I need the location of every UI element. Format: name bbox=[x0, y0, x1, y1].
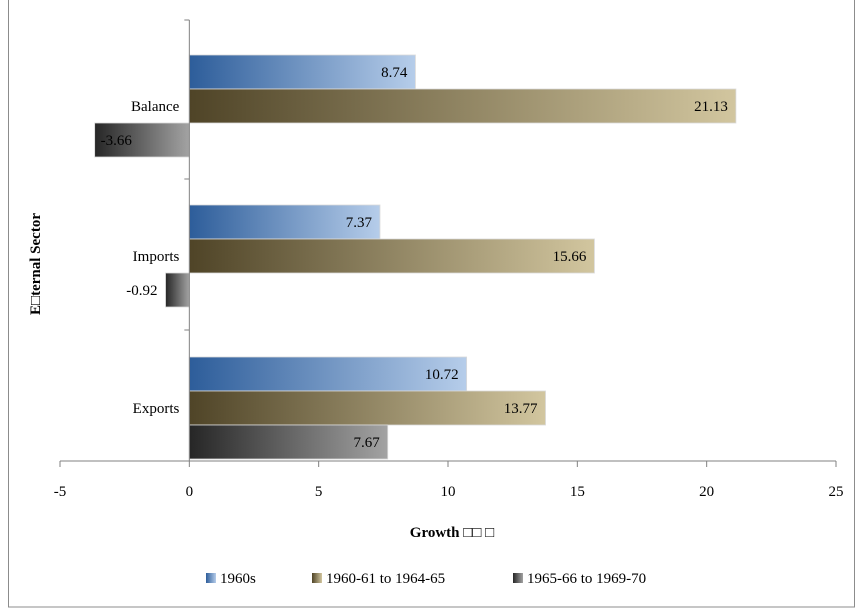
data-label: 8.74 bbox=[381, 65, 408, 81]
legend-label: 1960-61 to 1964-65 bbox=[326, 571, 445, 587]
bar-balance-series-3 bbox=[94, 122, 190, 158]
data-label: -3.66 bbox=[101, 133, 133, 149]
x-tick-label: 25 bbox=[829, 484, 844, 500]
category-label: Exports bbox=[133, 401, 180, 417]
x-tick-label: 5 bbox=[315, 484, 323, 500]
bar-exports-series-3 bbox=[188, 424, 389, 460]
y-axis-title: E□ternal Sector bbox=[28, 213, 44, 315]
data-label: 15.66 bbox=[553, 249, 587, 265]
data-label: -0.92 bbox=[126, 283, 157, 299]
category-label: Balance bbox=[131, 99, 180, 115]
x-tick-label: 20 bbox=[699, 484, 714, 500]
x-axis-title: Growth □□ □ bbox=[410, 525, 494, 541]
x-tick-label: 15 bbox=[570, 484, 585, 500]
data-label: 7.67 bbox=[353, 435, 380, 451]
labels-layer: 8.74 21.13 -3.66 Balance 7.37 15.66 -0.92 Impor… bbox=[101, 65, 728, 451]
legend-swatch bbox=[312, 573, 322, 583]
x-tick-label: 0 bbox=[186, 484, 194, 500]
data-label: 10.72 bbox=[425, 367, 459, 383]
bar-balance-series-2 bbox=[188, 88, 737, 124]
legend-swatch bbox=[206, 573, 216, 583]
bar-imports-series-2 bbox=[188, 238, 595, 274]
chart-border bbox=[8, 0, 855, 608]
data-label: 7.37 bbox=[346, 215, 373, 231]
bar-exports-series-2 bbox=[188, 390, 546, 426]
category-label: Imports bbox=[133, 249, 180, 265]
x-tick-label: 10 bbox=[441, 484, 456, 500]
bars-layer bbox=[94, 54, 737, 460]
legend-label: 1960s bbox=[220, 571, 256, 587]
data-label: 13.77 bbox=[504, 401, 538, 417]
x-tick-label: -5 bbox=[54, 484, 67, 500]
bar-exports-series-1 bbox=[188, 356, 468, 392]
axes-layer: -5 0 5 10 15 20 25 bbox=[54, 19, 844, 500]
bar-imports-series-3 bbox=[165, 272, 190, 308]
data-label: 21.13 bbox=[694, 99, 728, 115]
legend-label: 1965-66 to 1969-70 bbox=[527, 571, 646, 587]
legend-swatch bbox=[513, 573, 523, 583]
legend: 1960s 1960-61 to 1964-65 1965-66 to 1969-7… bbox=[206, 571, 646, 587]
